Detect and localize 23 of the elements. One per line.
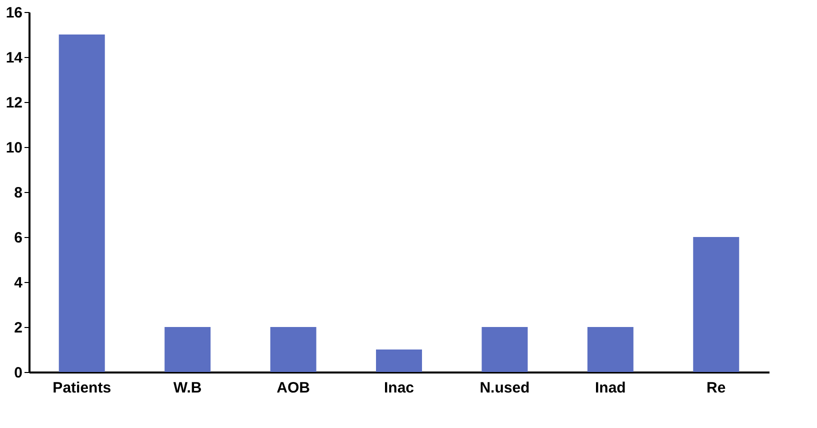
bar	[376, 350, 422, 372]
y-tick-label: 10	[6, 140, 22, 156]
y-tick-label: 6	[14, 230, 22, 246]
y-tick-label: 8	[14, 184, 22, 202]
x-tick-label: Patients	[52, 380, 112, 396]
y-tick-label: 2	[14, 320, 22, 336]
x-tick-label: W.B	[173, 380, 202, 396]
y-tick-label: 4	[14, 274, 24, 292]
y-tick-label: 14	[6, 50, 24, 66]
x-tick-label: AOB	[276, 380, 310, 396]
x-tick-label: Inac	[384, 380, 414, 396]
x-tick-label: Re	[706, 380, 726, 396]
x-tick-label: N.used	[480, 380, 530, 396]
bar	[270, 327, 316, 372]
bar	[482, 327, 528, 372]
bar	[693, 237, 740, 372]
y-tick-label: 16	[6, 4, 22, 22]
y-tick-label: 0	[14, 364, 22, 382]
bar	[58, 34, 105, 372]
bar	[587, 327, 634, 372]
bar	[164, 327, 211, 372]
y-tick-label: 12	[6, 94, 22, 112]
x-tick-label: Inad	[595, 380, 626, 396]
